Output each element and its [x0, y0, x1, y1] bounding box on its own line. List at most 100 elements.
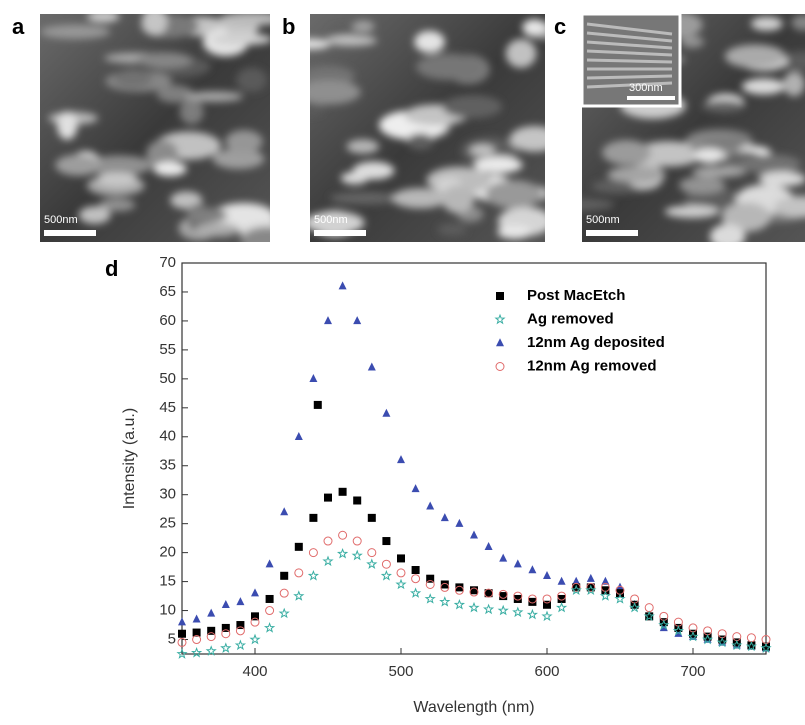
inset-scale-bar-label: 300nm [629, 82, 663, 94]
point [367, 362, 376, 371]
sem-feature [329, 191, 399, 205]
point [469, 587, 479, 597]
sem-feature [96, 172, 138, 187]
point [614, 593, 626, 604]
point [234, 639, 247, 651]
point [483, 603, 495, 615]
point [249, 633, 261, 645]
panel-label: c [554, 14, 566, 39]
point [703, 632, 712, 641]
point [658, 619, 670, 630]
point [453, 598, 466, 610]
point [543, 600, 551, 609]
sem-feature [721, 202, 771, 232]
sem-feature [55, 154, 102, 176]
point [178, 617, 186, 626]
point [440, 580, 449, 589]
y-tick-label: 55 [159, 341, 176, 358]
point [645, 612, 654, 621]
point [616, 589, 624, 598]
point [557, 591, 567, 601]
point [528, 597, 537, 606]
sem-feature [225, 130, 263, 153]
point [687, 630, 699, 642]
point [732, 638, 741, 647]
point [351, 549, 363, 561]
point [352, 536, 362, 546]
sem-feature [485, 180, 542, 209]
point [324, 493, 332, 502]
point [411, 566, 420, 575]
point [265, 606, 275, 616]
y-tick-label: 25 [159, 515, 176, 532]
point [526, 608, 539, 620]
sem-feature [773, 196, 805, 218]
point [177, 637, 187, 647]
scale-bar [586, 230, 638, 236]
point [411, 484, 420, 493]
point [513, 594, 522, 603]
x-tick-label: 600 [534, 663, 559, 680]
point [396, 568, 406, 578]
x-axis-label: Wavelength (nm) [413, 699, 534, 716]
sem-feature [509, 126, 545, 152]
sem-feature [346, 139, 380, 154]
series [178, 400, 770, 651]
sem-feature [185, 91, 243, 102]
point [409, 587, 422, 598]
sem-feature [57, 111, 78, 140]
point [265, 559, 274, 568]
point [207, 608, 216, 617]
sem-feature [497, 225, 532, 240]
point [313, 400, 322, 409]
point [397, 455, 405, 464]
point [309, 374, 318, 383]
legend-marker [495, 362, 505, 371]
legend-label: 12nm Ag removed [527, 357, 657, 374]
point [221, 623, 230, 632]
sem-feature [310, 100, 324, 116]
x-tick-label: 400 [242, 663, 267, 680]
sem-feature [607, 166, 666, 183]
point [455, 518, 464, 527]
series [177, 530, 771, 647]
sem-feature [406, 133, 434, 150]
sem-feature [694, 148, 725, 164]
sem-feature [310, 38, 331, 50]
sem-texture [310, 19, 545, 240]
sem-feature [437, 223, 467, 236]
point [251, 588, 259, 597]
sem-texture [40, 14, 270, 242]
point [307, 569, 319, 581]
point [512, 606, 524, 618]
sem-feature [240, 226, 270, 242]
sem-feature [791, 14, 805, 31]
point [411, 574, 421, 584]
x-tick-label: 500 [388, 663, 413, 680]
x-tick-label: 700 [680, 663, 705, 680]
inset-feature [586, 31, 673, 43]
point [659, 618, 668, 627]
point [643, 610, 655, 622]
sem-feature [740, 154, 801, 174]
y-tick-label: 5 [168, 630, 176, 647]
point [555, 601, 568, 613]
y-tick-label: 20 [159, 544, 176, 561]
sem-feature [664, 205, 719, 218]
point [672, 624, 685, 636]
sem-feature [87, 14, 120, 23]
y-tick-label: 45 [159, 399, 176, 416]
point [221, 629, 231, 639]
point [322, 555, 334, 567]
point [585, 584, 597, 595]
point [586, 583, 595, 592]
point [542, 594, 552, 604]
point [236, 597, 245, 606]
point [382, 408, 391, 417]
point [382, 537, 391, 546]
point [586, 573, 595, 582]
sem-feature [170, 191, 203, 209]
inset-feature [586, 49, 673, 57]
point [484, 589, 493, 598]
point [294, 431, 303, 440]
